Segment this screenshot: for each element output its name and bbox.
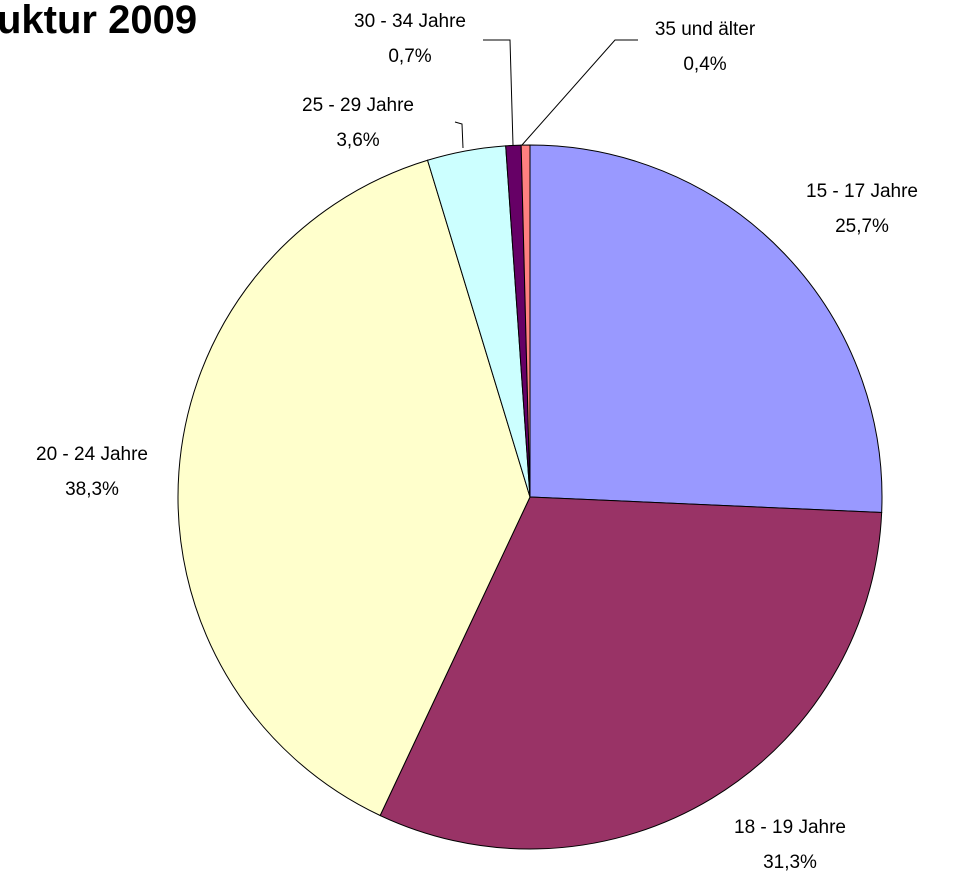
slice-label: 25 - 29 Jahre — [302, 95, 414, 116]
slice-label: 18 - 19 Jahre — [734, 817, 846, 838]
slice-label: 20 - 24 Jahre — [36, 444, 148, 465]
pie-slice — [529, 144, 883, 513]
slice-label: 15 - 17 Jahre — [806, 181, 918, 202]
leader-line — [454, 121, 464, 149]
chart-title: uktur 2009 — [0, 0, 197, 42]
leader-line — [521, 39, 638, 146]
slice-value-label: 3,6% — [336, 130, 379, 151]
leader-line — [483, 39, 514, 146]
slice-label: 30 - 34 Jahre — [354, 11, 466, 32]
slice-label: 35 und älter — [655, 19, 756, 40]
pie-slice — [520, 144, 531, 498]
slice-value-label: 0,4% — [683, 54, 726, 75]
pie-slice — [379, 496, 883, 850]
pie-slice — [177, 159, 531, 817]
slice-value-label: 31,3% — [763, 852, 817, 873]
slice-value-label: 0,7% — [388, 46, 431, 67]
slice-value-label: 38,3% — [65, 479, 119, 500]
slice-value-label: 25,7% — [835, 216, 889, 237]
